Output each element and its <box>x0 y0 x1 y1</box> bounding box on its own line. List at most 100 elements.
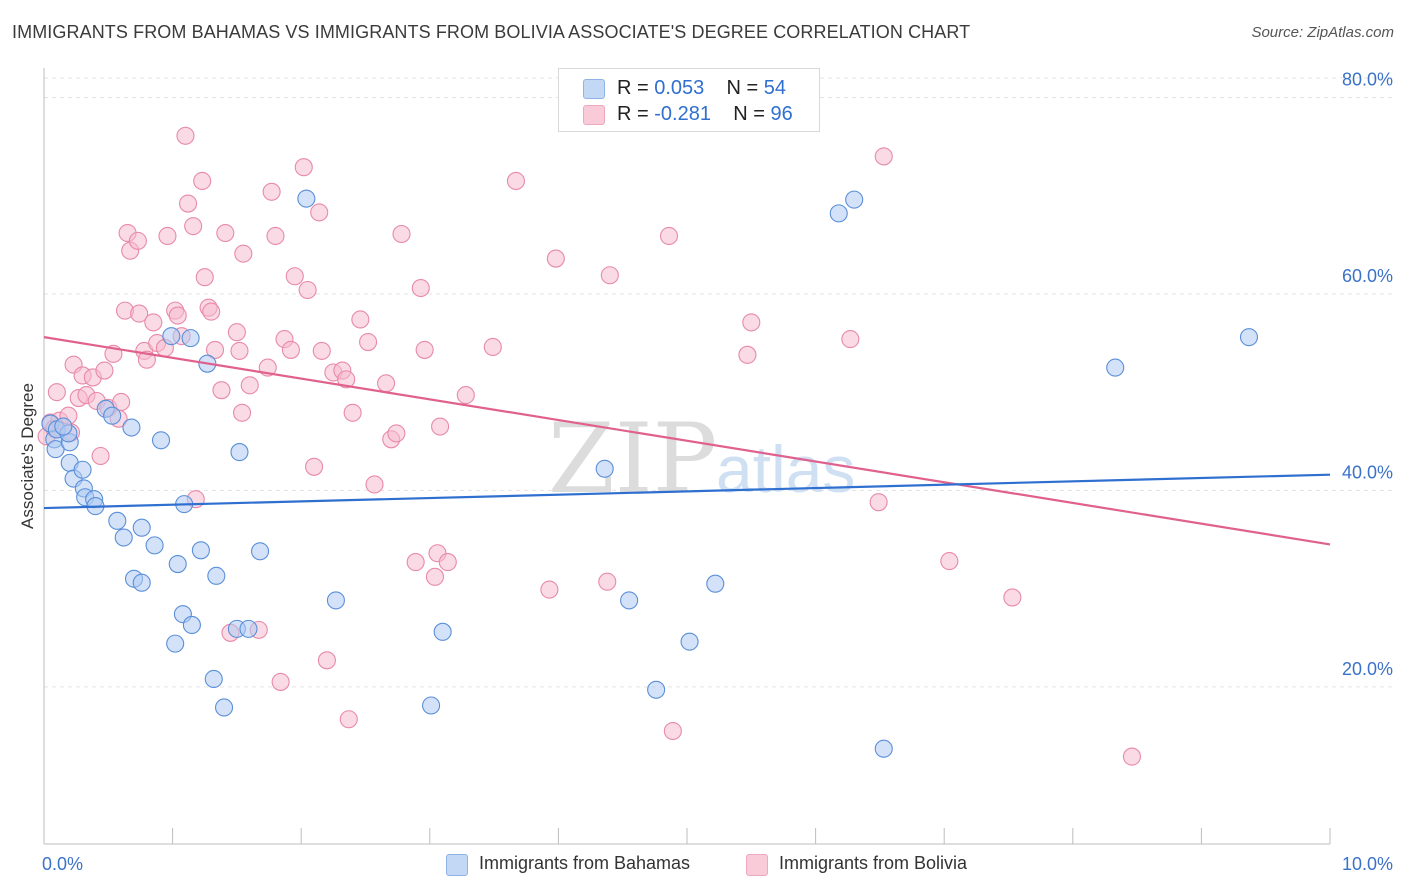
bolivia-point <box>365 475 384 494</box>
bahamas-point <box>680 632 699 651</box>
chart-title: IMMIGRANTS FROM BAHAMAS VS IMMIGRANTS FR… <box>12 22 971 42</box>
bolivia-point <box>317 651 336 670</box>
bolivia-point <box>168 306 187 325</box>
bahamas-points <box>41 189 1259 758</box>
bolivia-point <box>377 374 396 393</box>
bolivia-r-label: R = <box>617 103 655 125</box>
bolivia-point <box>312 341 331 360</box>
bolivia-point <box>392 224 411 244</box>
bolivia-point <box>431 417 450 436</box>
bolivia-point <box>232 403 252 422</box>
bolivia-point <box>406 553 425 572</box>
bahamas-point <box>168 555 187 574</box>
bahamas-point <box>108 511 127 530</box>
y-axis-label: Associate's Degree <box>18 383 37 529</box>
bolivia-point <box>1122 747 1142 766</box>
bahamas-point <box>422 696 441 715</box>
bolivia-point <box>359 333 378 352</box>
bahamas-n-value: 54 <box>763 77 787 99</box>
bahamas-point <box>1106 358 1125 377</box>
bahamas-point <box>132 518 151 537</box>
bolivia-point <box>506 171 526 191</box>
bahamas-point <box>595 459 614 478</box>
bolivia-point <box>841 330 860 349</box>
bahamas-point <box>181 329 200 348</box>
bahamas-point <box>182 615 201 635</box>
bolivia-n-label: N = <box>733 103 771 125</box>
bolivia-point <box>202 302 221 321</box>
bolivia-point <box>262 182 281 201</box>
bolivia-point <box>128 231 147 250</box>
bahamas-point <box>73 460 92 479</box>
bolivia-point <box>144 313 163 332</box>
bolivia-point <box>305 457 324 476</box>
bolivia-point <box>240 376 259 395</box>
bolivia-r-value: -0.281 <box>654 103 711 125</box>
bolivia-point <box>659 226 679 246</box>
bolivia-point <box>874 147 893 166</box>
bolivia-point <box>266 226 285 246</box>
x-tick-label-start: 0.0% <box>42 854 83 874</box>
bahamas-point <box>874 739 893 758</box>
bolivia-point <box>742 313 761 332</box>
bahamas-point <box>214 698 234 717</box>
bolivia-swatch <box>583 105 605 125</box>
bolivia-point <box>227 323 246 342</box>
bolivia-point <box>598 572 617 591</box>
bolivia-point <box>234 244 253 263</box>
bolivia-point <box>940 552 959 571</box>
bolivia-point <box>869 493 888 512</box>
watermark-atlas: atlas <box>716 432 855 506</box>
bolivia-point <box>337 370 356 389</box>
bolivia-point <box>285 267 304 286</box>
x-tick-label-end: 10.0% <box>1342 854 1393 874</box>
bolivia-point <box>738 345 757 364</box>
bahamas-point <box>122 418 141 437</box>
bolivia-n-value: 96 <box>770 103 793 125</box>
bahamas-point <box>829 204 848 223</box>
bahamas-point <box>620 591 639 610</box>
bahamas-point <box>162 327 181 346</box>
bahamas-r-value: 0.053 <box>654 77 705 99</box>
bahamas-point <box>114 528 133 547</box>
bahamas-point <box>706 574 725 593</box>
bolivia-point <box>415 340 434 359</box>
bolivia-point <box>195 268 214 287</box>
bolivia-point <box>95 361 114 380</box>
bolivia-point <box>483 337 502 357</box>
bahamas-point <box>103 406 122 425</box>
bahamas-point <box>145 536 164 555</box>
y-tick-label: 60.0% <box>1342 266 1393 286</box>
bolivia-point <box>298 280 317 300</box>
bolivia-point <box>600 266 619 285</box>
bahamas-point <box>250 542 270 561</box>
bolivia-point <box>205 340 225 359</box>
bolivia-point <box>343 403 362 422</box>
bahamas-point <box>845 190 864 209</box>
bolivia-point <box>294 158 313 177</box>
bahamas-point <box>54 417 73 436</box>
bolivia-point <box>91 446 110 466</box>
bahamas-point <box>297 189 316 208</box>
bolivia-point <box>281 340 300 359</box>
bahamas-point <box>204 669 223 689</box>
bahamas-point <box>326 591 345 610</box>
bolivia-point <box>339 710 358 729</box>
bahamas-trend-line <box>43 473 1331 510</box>
bolivia-point <box>216 223 235 243</box>
y-tick-label: 80.0% <box>1342 69 1393 89</box>
watermark-zip: ZIP <box>548 403 717 515</box>
axes <box>43 68 1331 845</box>
bolivia-trend-line <box>43 336 1331 546</box>
bolivia-point <box>438 553 457 572</box>
bolivia-legend-label: Immigrants from Bolivia <box>779 853 968 873</box>
bahamas-point <box>647 680 666 699</box>
bahamas-point <box>191 541 210 560</box>
bahamas-point <box>1239 328 1259 347</box>
y-tick-label: 40.0% <box>1342 462 1393 482</box>
bolivia-point <box>230 341 249 360</box>
bahamas-point <box>207 566 226 585</box>
bolivia-point <box>425 567 444 586</box>
bahamas-swatch <box>583 79 605 99</box>
